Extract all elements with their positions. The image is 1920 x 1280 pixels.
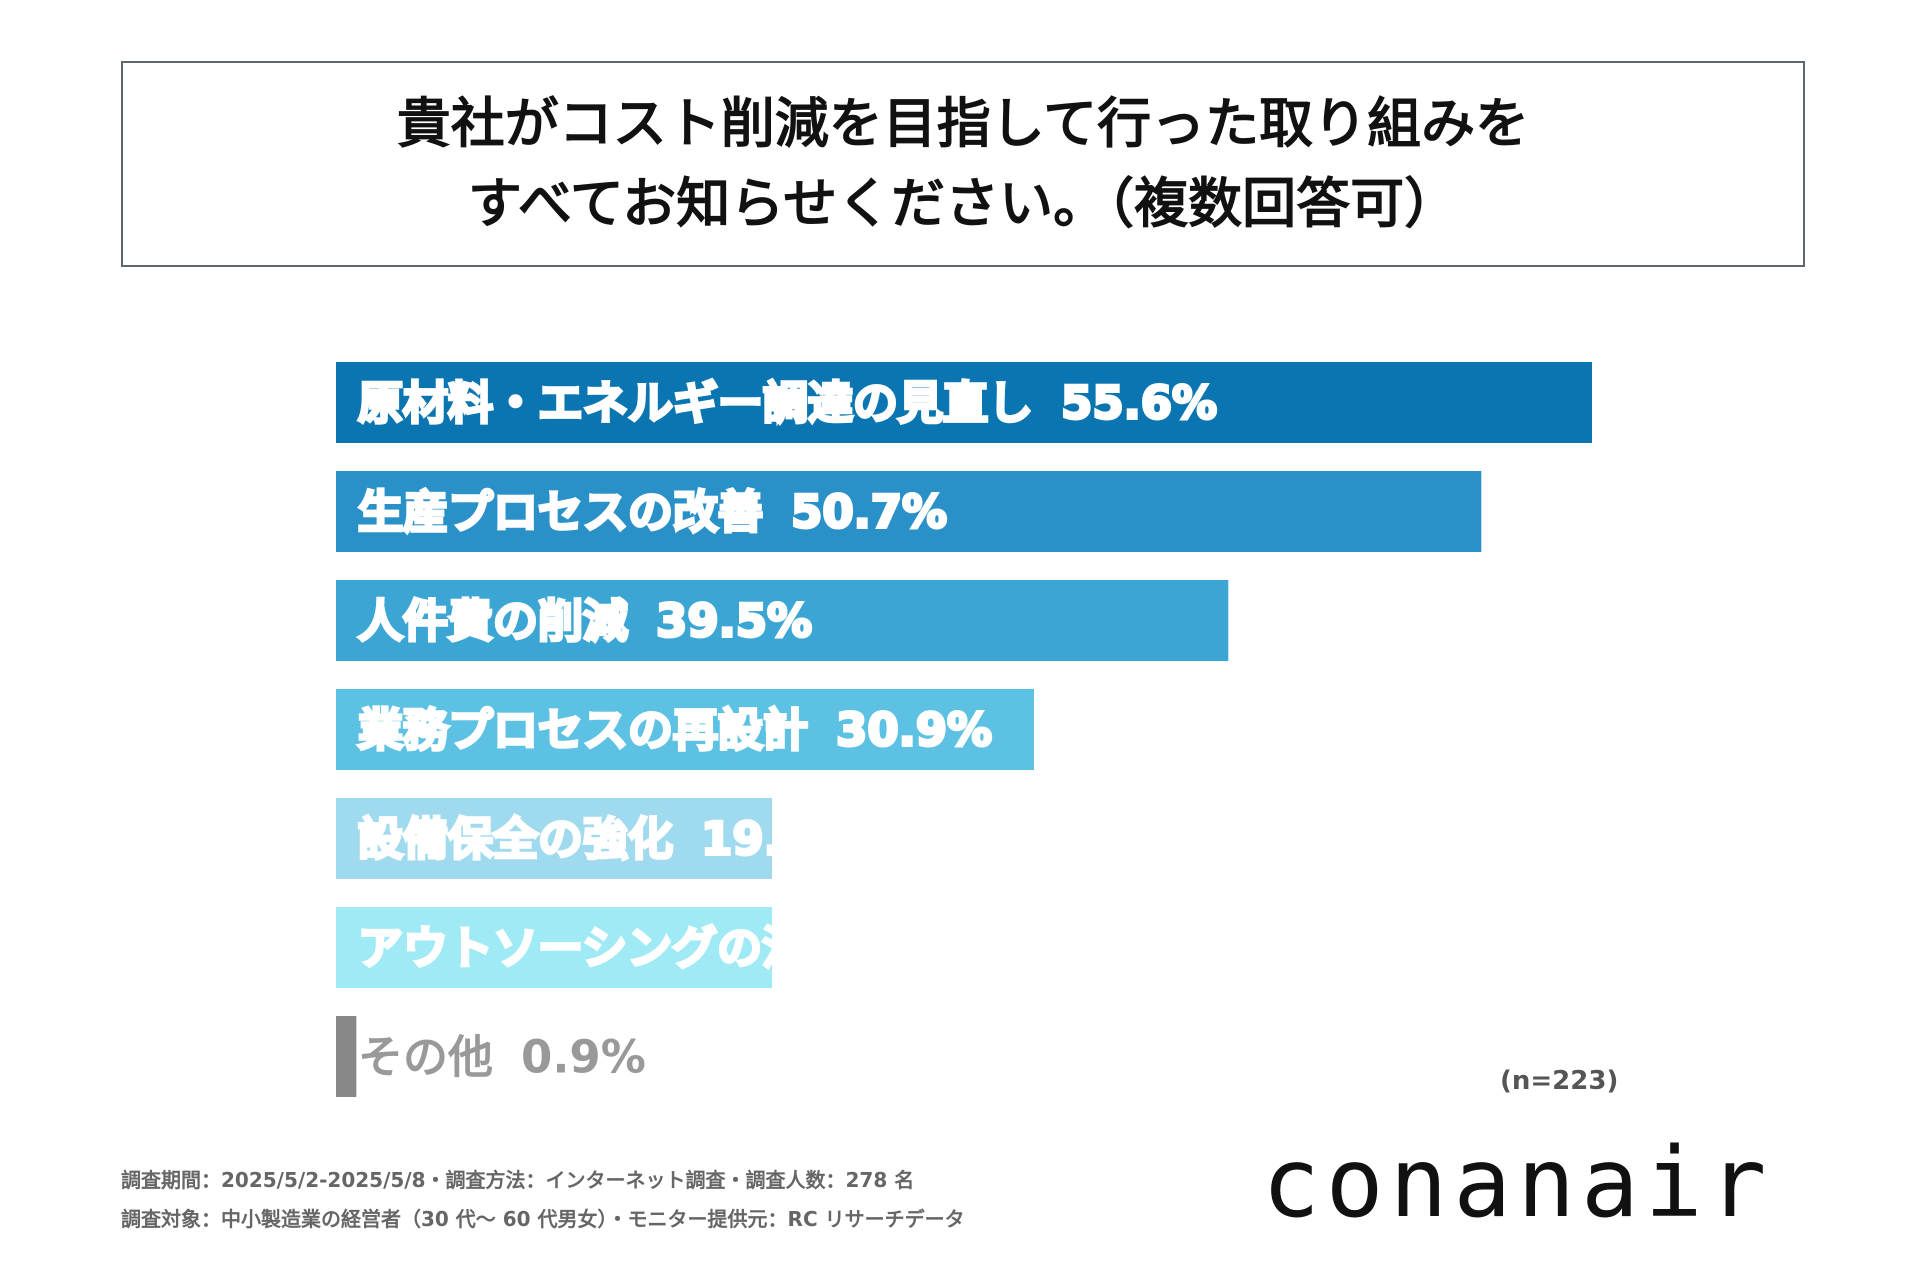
bar-2 [336, 471, 1482, 552]
bar-label-7: その他 0.9% [358, 1031, 646, 1084]
bar-1 [336, 362, 1592, 443]
bar-label-2: 生産プロセスの改善 50.7% [358, 486, 947, 539]
value-label-2: 50.7% [791, 486, 947, 539]
title-box: 貴社がコスト削減を目指して行った取り組みを すべてお知らせください。（複数回答可… [121, 61, 1805, 267]
value-label-7: 0.9% [521, 1031, 646, 1084]
category-label-7: その他 [358, 1031, 493, 1084]
category-label-5: 設備保全の強化 [358, 813, 673, 866]
value-label-1: 55.6% [1061, 377, 1217, 430]
chart-title-line-1: 貴社がコスト削減を目指して行った取り組みを [396, 92, 1530, 155]
bar-chart: 原材料・エネルギー調達の見直し 55.6% 生産プロセスの改善 50.7% 人件費の削減… [336, 362, 1592, 1097]
bar-label-4: 業務プロセスの再設計 30.9% [358, 704, 992, 757]
category-label-2: 生産プロセスの改善 [358, 486, 763, 539]
survey-footnote-target: 調査対象：中小製造業の経営者（30 代～ 60 代男女）・モニター提供元：RC … [121, 1207, 965, 1231]
brand-logo: conanair [1262, 1127, 1773, 1239]
bar-4 [336, 689, 1035, 770]
bar-label-1: 原材料・エネルギー調達の見直し 55.6% [358, 377, 1217, 430]
bar-3 [336, 580, 1229, 661]
bar-label-6: アウトソーシングの活用 19.3% [358, 922, 1036, 975]
category-label-4: 業務プロセスの再設計 [358, 704, 808, 757]
bar-5 [336, 798, 772, 879]
category-label-3: 人件費の削減 [358, 595, 628, 648]
value-label-5: 19.3% [701, 813, 857, 866]
bar-label-5: 設備保全の強化 19.3% [358, 813, 857, 866]
bar-label-3: 人件費の削減 39.5% [358, 595, 812, 648]
survey-footnote-period: 調査期間：2025/5/2-2025/5/8・調査方法：インターネット調査・調査… [121, 1168, 915, 1192]
bar-7 [336, 1016, 357, 1097]
chart-title-line-2: すべてお知らせください。（複数回答可） [467, 172, 1459, 235]
category-label-1: 原材料・エネルギー調達の見直し [358, 377, 1033, 430]
category-label-6: アウトソーシングの活用 [358, 922, 852, 975]
value-label-4: 30.9% [836, 704, 992, 757]
sample-size-label: (n=223) [1500, 1066, 1619, 1096]
bar-6 [336, 907, 772, 988]
value-label-6: 19.3% [880, 922, 1036, 975]
value-label-3: 39.5% [656, 595, 812, 648]
